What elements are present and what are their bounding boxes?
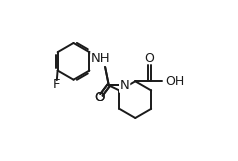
Text: N: N: [120, 79, 129, 92]
Text: N: N: [120, 79, 129, 92]
Text: NH: NH: [91, 52, 110, 66]
Text: O: O: [94, 91, 104, 104]
Text: O: O: [145, 52, 155, 65]
Text: N: N: [120, 79, 129, 92]
Text: F: F: [53, 78, 60, 91]
Text: OH: OH: [165, 75, 184, 88]
Text: O: O: [94, 91, 104, 104]
